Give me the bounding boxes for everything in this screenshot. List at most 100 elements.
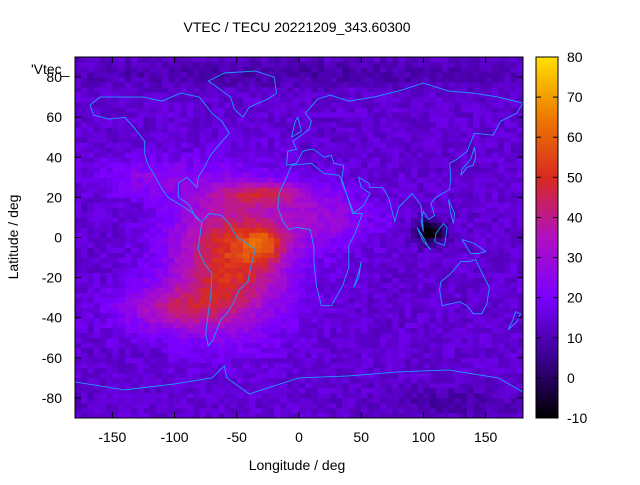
heat-cell <box>211 182 219 188</box>
heat-cell <box>423 232 431 238</box>
heat-cell <box>137 212 144 218</box>
heat-cell <box>317 277 325 284</box>
heat-cell <box>124 147 132 153</box>
heat-cell <box>143 87 151 93</box>
heat-cell <box>180 182 188 188</box>
heat-cell <box>373 222 381 228</box>
heat-cell <box>361 337 368 344</box>
heat-cell <box>460 192 468 198</box>
heat-cell <box>467 242 474 248</box>
heat-cell <box>131 67 138 73</box>
heat-cell <box>404 247 412 253</box>
heat-cell <box>417 297 424 304</box>
heat-cell <box>348 237 356 243</box>
heat-cell <box>286 382 294 389</box>
heat-cell <box>404 287 412 294</box>
heat-cell <box>498 247 505 253</box>
heat-cell <box>205 87 213 93</box>
heat-cell <box>131 102 138 108</box>
heat-cell <box>211 207 219 213</box>
heat-cell <box>498 242 505 248</box>
heat-cell <box>485 387 493 394</box>
heat-cell <box>404 382 412 389</box>
heat-cell <box>299 117 306 123</box>
heat-cell <box>87 242 95 248</box>
heat-cell <box>323 357 331 364</box>
heat-cell <box>479 322 487 329</box>
heat-cell <box>218 407 225 414</box>
heat-cell <box>504 352 511 359</box>
heat-cell <box>435 92 443 98</box>
heat-cell <box>311 277 319 284</box>
heat-cell <box>143 317 151 324</box>
heat-cell <box>467 402 474 409</box>
heat-cell <box>218 337 225 344</box>
heat-cell <box>143 227 151 233</box>
heat-cell <box>137 157 144 163</box>
heat-cell <box>261 182 269 188</box>
heat-cell <box>75 117 82 123</box>
heat-cell <box>417 122 424 128</box>
heat-cell <box>280 372 287 379</box>
heat-cell <box>218 182 225 188</box>
heat-cell <box>442 57 449 63</box>
heat-cell <box>330 347 337 354</box>
heat-cell <box>155 222 163 228</box>
heat-cell <box>323 67 331 73</box>
heat-cell <box>249 177 256 183</box>
heat-cell <box>330 232 337 238</box>
heat-cell <box>442 122 449 128</box>
heat-cell <box>211 132 219 138</box>
heat-cell <box>361 172 368 178</box>
heat-cell <box>99 252 107 258</box>
heat-cell <box>211 127 219 133</box>
heat-cell <box>330 282 337 289</box>
heat-cell <box>205 132 213 138</box>
heat-cell <box>187 317 194 324</box>
heat-cell <box>305 182 312 188</box>
heat-cell <box>448 317 455 324</box>
heat-cell <box>174 362 182 369</box>
heat-cell <box>99 67 107 73</box>
heat-cell <box>193 282 200 289</box>
heat-cell <box>193 137 200 143</box>
heat-cell <box>411 197 418 203</box>
heat-cell <box>392 312 399 319</box>
heat-cell <box>230 57 238 63</box>
heat-cell <box>106 297 113 304</box>
heat-cell <box>267 197 275 203</box>
heat-cell <box>174 282 182 289</box>
heat-cell <box>398 412 406 419</box>
heat-cell <box>75 107 82 113</box>
heat-cell <box>249 157 256 163</box>
heat-cell <box>224 172 231 178</box>
heat-cell <box>143 187 151 193</box>
heat-cell <box>429 337 437 344</box>
heat-cell <box>479 302 487 309</box>
heat-cell <box>336 262 343 268</box>
heat-cell <box>299 342 306 349</box>
heat-cell <box>267 237 275 243</box>
heat-cell <box>286 337 294 344</box>
heat-cell <box>224 292 231 299</box>
heat-cell <box>398 72 406 78</box>
heat-cell <box>355 217 362 223</box>
heat-cell <box>342 357 350 364</box>
heat-cell <box>336 372 343 379</box>
heat-cell <box>473 372 480 379</box>
heat-cell <box>373 332 381 339</box>
heat-cell <box>149 272 157 279</box>
heat-cell <box>131 232 138 238</box>
heat-cell <box>498 182 505 188</box>
heat-cell <box>355 87 362 93</box>
heat-cell <box>255 402 263 409</box>
heat-cell <box>442 412 449 419</box>
heat-cell <box>379 292 387 299</box>
heat-cell <box>205 337 213 344</box>
heat-cell <box>193 247 200 253</box>
heat-cell <box>411 297 418 304</box>
heat-cell <box>99 202 107 208</box>
heat-cell <box>342 112 350 118</box>
heat-cell <box>143 357 151 364</box>
heat-cell <box>454 252 462 258</box>
